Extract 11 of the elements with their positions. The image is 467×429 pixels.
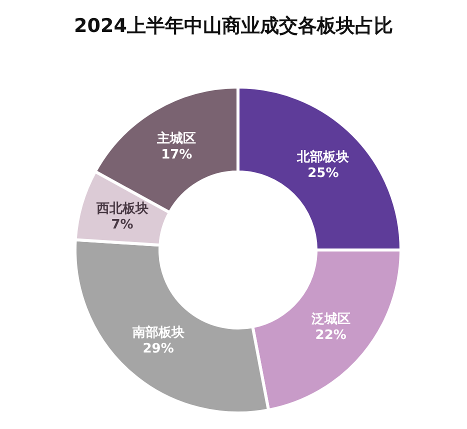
data-label: 29% — [142, 342, 174, 357]
slice-label: 西北板块 — [95, 201, 148, 216]
slice-label: 南部板块 — [131, 324, 184, 340]
slice-label: 泛城区 — [310, 312, 350, 327]
data-label: 22% — [315, 328, 346, 344]
chart-title: 2024上半年中山商业成交各板块占比 — [73, 14, 394, 39]
data-label: 17% — [161, 148, 192, 163]
data-label: 7% — [111, 218, 134, 233]
data-label: 25% — [308, 166, 339, 182]
slice-label: 北部板块 — [296, 148, 350, 165]
slice-label: 主城区 — [156, 130, 196, 146]
